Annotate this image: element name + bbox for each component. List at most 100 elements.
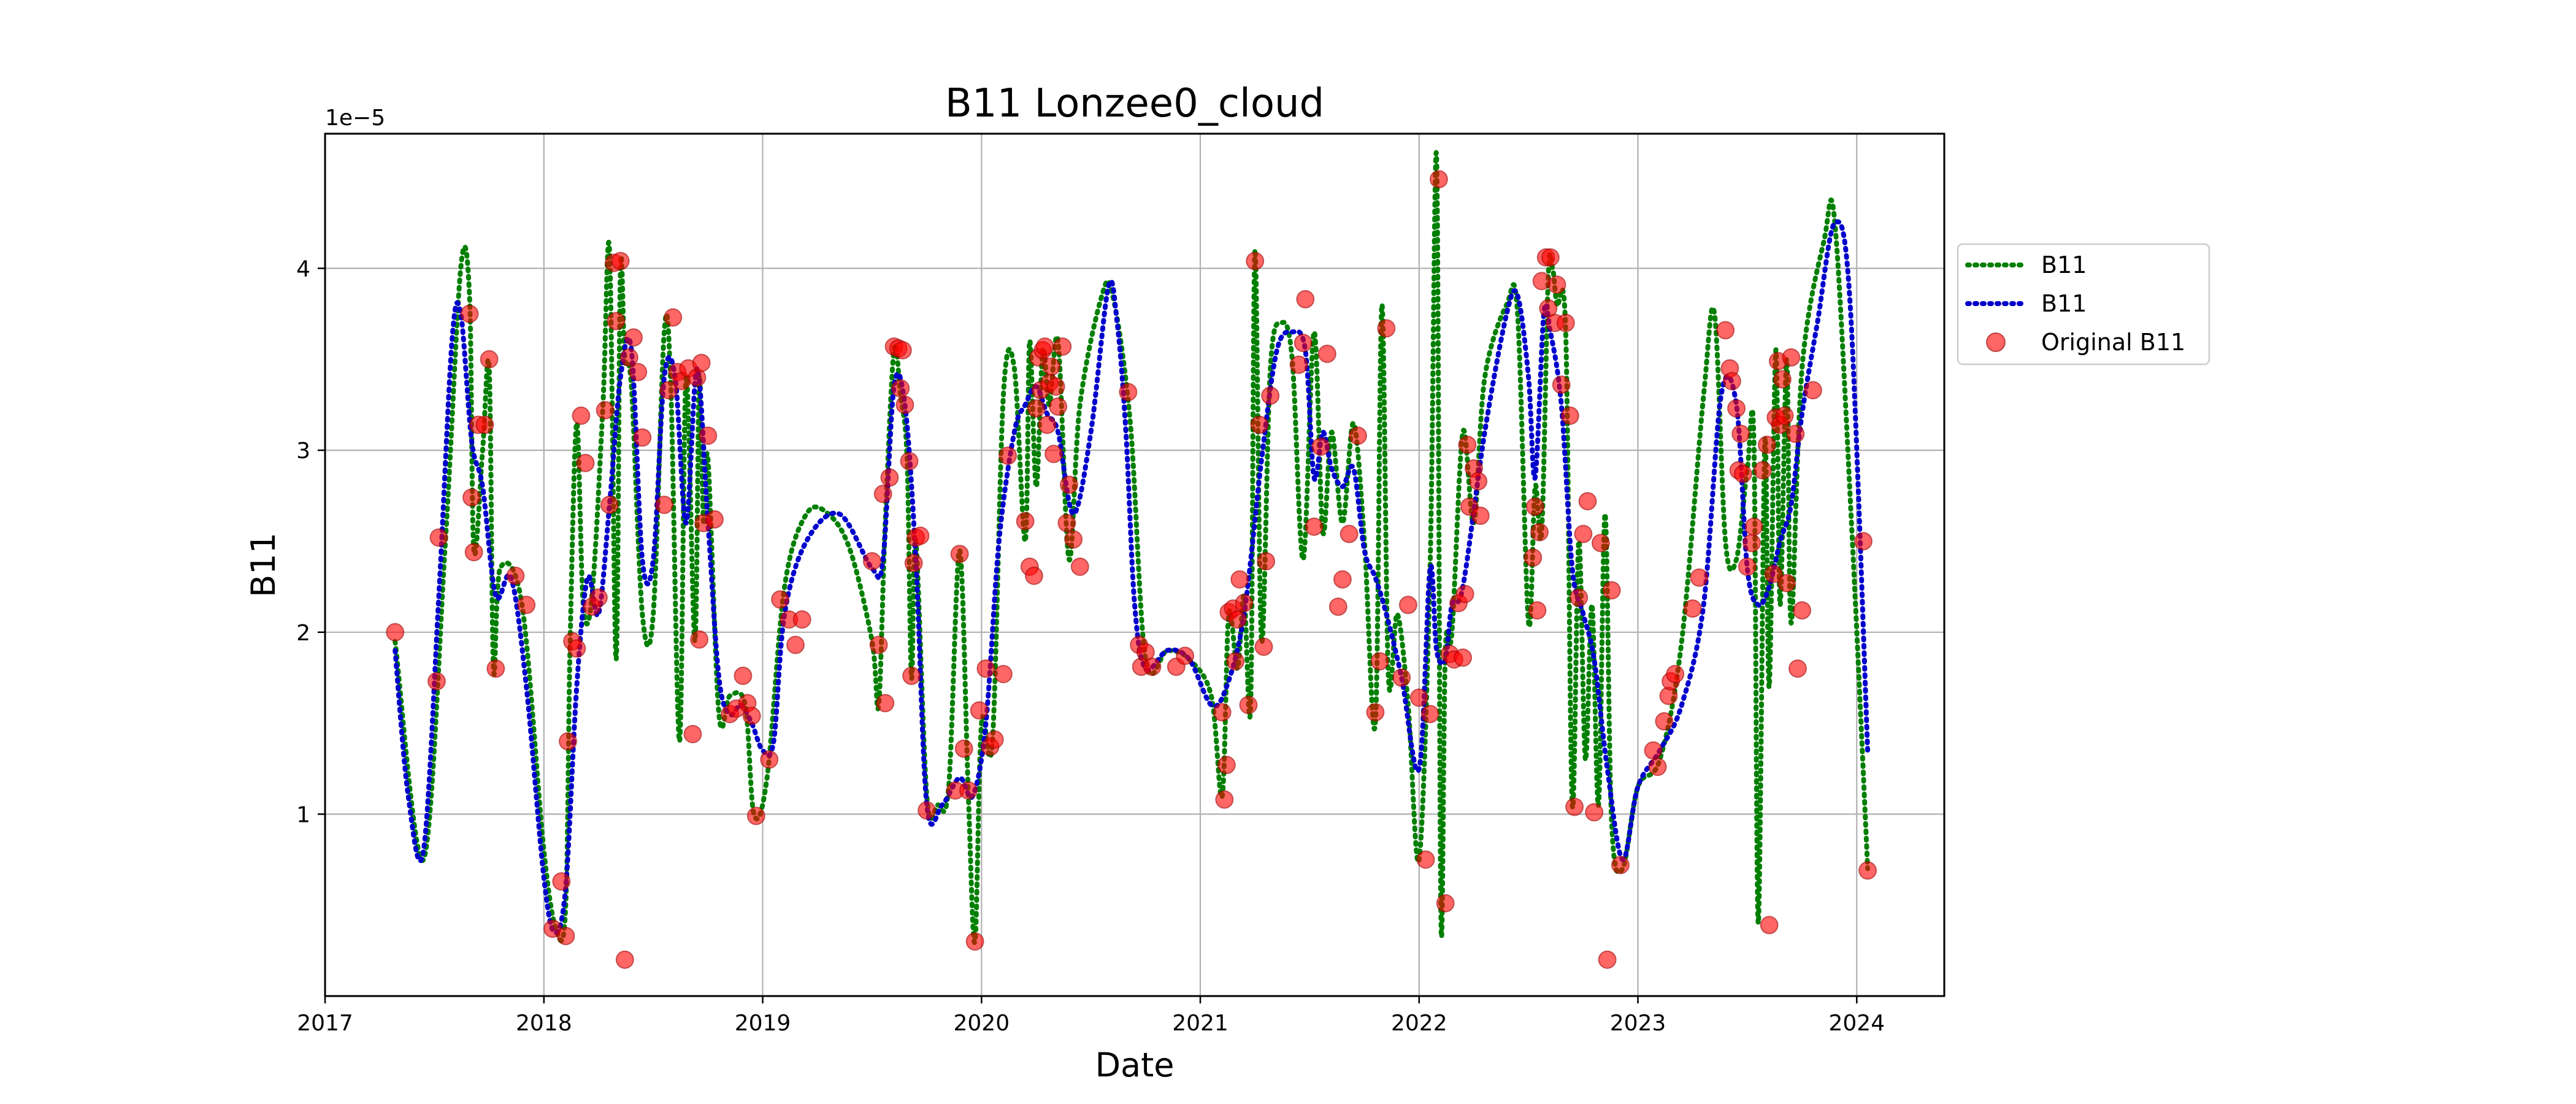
data-point (742, 707, 761, 726)
data-point (1024, 566, 1043, 585)
data-point (1716, 321, 1735, 340)
x-tick-label: 2023 (1610, 1011, 1666, 1036)
data-point (1226, 652, 1245, 671)
data-point (891, 379, 910, 398)
data-point (600, 496, 619, 515)
data-point (1348, 426, 1367, 445)
data-point (1038, 415, 1057, 434)
data-point (692, 353, 711, 372)
data-point (1793, 601, 1812, 620)
data-point (624, 328, 643, 347)
y-tick-label: 4 (296, 257, 310, 282)
data-point (911, 526, 930, 545)
data-point (1722, 372, 1741, 391)
data-point (1436, 894, 1455, 913)
data-point (552, 872, 571, 891)
data-point (1328, 597, 1347, 616)
data-point (567, 639, 586, 658)
data-point (1246, 251, 1265, 270)
data-point (1409, 688, 1428, 707)
data-point (786, 635, 805, 654)
data-point (1733, 464, 1752, 483)
data-point (1764, 564, 1783, 583)
x-tick-label: 2022 (1391, 1011, 1447, 1036)
axes-frame (324, 132, 1945, 997)
data-point (607, 312, 626, 331)
data-point (1565, 797, 1584, 816)
grid (324, 134, 1944, 996)
data-point (985, 730, 1004, 749)
data-point (1398, 596, 1417, 615)
data-point (1556, 313, 1575, 332)
data-point (771, 590, 790, 609)
data-point (1758, 435, 1776, 454)
data-point (1377, 319, 1396, 338)
data-point (655, 496, 673, 515)
data-point (1261, 386, 1280, 405)
data-point (1366, 703, 1385, 722)
data-point (572, 406, 591, 425)
x-tick-label: 2017 (297, 1011, 353, 1036)
data-point (1333, 570, 1352, 589)
x-tick-label: 2021 (1172, 1011, 1229, 1036)
data-point (893, 341, 912, 359)
x-axis-label: Date (1095, 1046, 1174, 1084)
data-point (1777, 573, 1796, 592)
data-point (1585, 803, 1604, 822)
data-point (904, 554, 923, 572)
data-point (976, 659, 995, 678)
data-point (1217, 756, 1236, 775)
data-point (429, 528, 448, 547)
data-point (902, 666, 921, 685)
data-point (1760, 916, 1779, 935)
data-point (1455, 585, 1474, 604)
data-point (1552, 375, 1571, 394)
data-point (1578, 492, 1597, 511)
data-point (475, 415, 494, 434)
y-offset-label: 1e−5 (325, 105, 385, 131)
data-point (1602, 581, 1621, 600)
data-point (970, 701, 989, 720)
data-point (862, 552, 881, 571)
data-point (589, 588, 608, 607)
data-point (900, 451, 919, 470)
data-point (994, 665, 1013, 683)
data-point (1683, 599, 1702, 618)
data-point (1230, 570, 1249, 589)
data-point (699, 426, 718, 445)
data-point (1254, 637, 1273, 656)
data-point (876, 694, 895, 713)
data-point (1213, 703, 1232, 722)
data-point (954, 739, 973, 758)
data-point (1416, 850, 1435, 869)
points-layer (386, 170, 1877, 969)
data-point (1016, 512, 1035, 531)
data-point (1690, 568, 1709, 587)
data-point (1786, 424, 1805, 443)
legend-label-original: Original B11 (2041, 329, 2185, 356)
data-point (1042, 357, 1061, 376)
data-point (683, 724, 702, 743)
data-point (1858, 861, 1877, 880)
data-point (1753, 461, 1772, 480)
data-point (506, 566, 525, 585)
data-point (1591, 534, 1610, 553)
data-point (1340, 524, 1359, 543)
y-axis-label: B11 (244, 532, 283, 597)
data-point (1311, 437, 1330, 456)
data-point (1727, 399, 1746, 418)
data-point (1176, 646, 1195, 665)
data-point (1803, 381, 1822, 400)
data-point (1045, 445, 1063, 464)
data-point (1454, 648, 1473, 667)
data-point (427, 672, 446, 691)
data-point (556, 927, 575, 946)
data-point (462, 488, 481, 507)
y-tick-label: 2 (296, 621, 310, 646)
data-point (1541, 248, 1560, 267)
data-point (633, 428, 652, 447)
data-point (959, 781, 978, 800)
data-point (873, 485, 892, 504)
data-point (1215, 790, 1234, 809)
data-point (895, 396, 914, 414)
